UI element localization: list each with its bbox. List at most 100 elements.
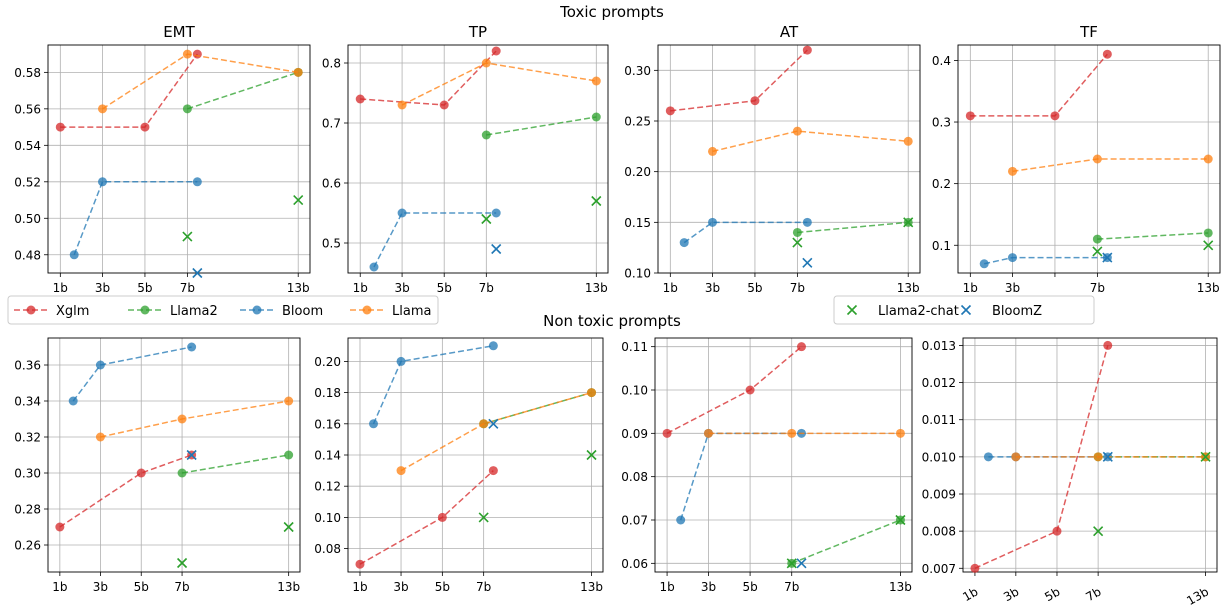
series-line-bloom xyxy=(372,345,494,425)
tick-label-y: 0.009 xyxy=(922,488,956,502)
tick-label-y: 0.10 xyxy=(314,511,341,525)
legend-label-llama2-chat: Llama2-chat xyxy=(878,304,959,319)
marker-llama2-chat xyxy=(478,512,489,523)
data-point-xglm xyxy=(662,428,672,438)
marker-llama2-chat xyxy=(591,195,602,207)
plot-frame xyxy=(654,337,913,573)
marker-llama2-chat xyxy=(895,514,906,526)
marker-bloomz xyxy=(192,267,203,279)
chart-panel-5: 1b 3b 5b 7b 13b 0.26 0.28 0.30 0.32 0.34 0.36 xyxy=(14,337,301,594)
tick-label-x: 13b xyxy=(287,281,310,295)
tick-label-x: 5b xyxy=(435,580,450,594)
data-point-bloom xyxy=(369,262,379,272)
tick-label-x: 3b xyxy=(701,580,716,594)
data-point-xglm xyxy=(750,96,760,106)
tick-label-x: 13b xyxy=(585,281,608,295)
plot-frame xyxy=(47,44,311,274)
data-point-xglm xyxy=(140,122,150,132)
series-line-llama xyxy=(712,130,909,153)
tick-label-x: 13b xyxy=(1197,281,1220,295)
tick-label-x: 7b xyxy=(790,281,805,295)
data-point-bloom xyxy=(676,515,686,525)
tick-label-y: 0.7 xyxy=(322,117,341,131)
legend-frame xyxy=(7,295,439,325)
bottom-row-title: Non toxic prompts xyxy=(543,312,681,330)
series-line-bloom xyxy=(373,212,497,268)
tick-label-x: 5b xyxy=(437,281,452,295)
data-point-xglm xyxy=(745,385,755,395)
data-point-bloom xyxy=(983,452,993,462)
tick-label-x: 5b xyxy=(747,281,762,295)
tick-label-y: 0.14 xyxy=(314,449,341,463)
legend-dot-bloom xyxy=(252,305,262,315)
chart-panel-8: 1b 3b 5b 7b 13b 0.007 0.008 0.009 0.010 0.011 0.01… xyxy=(922,337,1218,605)
data-point-xglm xyxy=(665,106,675,116)
data-point-llama2 xyxy=(1092,234,1102,244)
marker-llama2-chat xyxy=(176,557,188,569)
marker-bloomz xyxy=(1102,252,1113,263)
data-point-bloom xyxy=(97,177,107,187)
tick-label-y: 0.6 xyxy=(322,177,341,191)
data-point-xglm xyxy=(437,512,447,522)
tick-label-x: 3b xyxy=(393,580,408,594)
data-point-xglm xyxy=(1102,49,1112,59)
data-point-llama xyxy=(792,126,802,136)
series-line-xglm xyxy=(60,53,198,128)
tick-label-y: 0.20 xyxy=(624,165,651,179)
tick-label-y: 0.8 xyxy=(322,57,341,71)
tick-label-y: 0.25 xyxy=(624,115,651,129)
tick-label-y: 0.2 xyxy=(932,177,951,191)
marker-bloomz xyxy=(796,558,807,569)
marker-bloomz xyxy=(802,257,813,268)
data-point-xglm xyxy=(192,49,202,59)
data-point-llama2 xyxy=(792,227,802,237)
data-point-xglm xyxy=(796,342,806,352)
tick-label-y: 0.010 xyxy=(922,450,956,464)
legend-marker-series: Llama2-chat BloomZ xyxy=(833,295,1095,325)
series-line-llama xyxy=(100,400,289,438)
legend-label-xglm: Xglm xyxy=(56,304,89,319)
plot-frame xyxy=(347,337,604,573)
data-point-llama xyxy=(903,136,913,146)
data-point-llama xyxy=(1007,166,1017,176)
data-point-llama2 xyxy=(591,112,601,122)
series-line-llama2 xyxy=(791,519,901,565)
data-point-llama xyxy=(707,146,717,156)
tick-label-y: 0.12 xyxy=(314,480,341,494)
tick-label-y: 0.26 xyxy=(14,539,41,553)
tick-label-y: 0.007 xyxy=(922,562,956,576)
plot-frame xyxy=(657,44,921,274)
tick-label-y: 0.36 xyxy=(14,359,41,373)
tick-label-x: 3b xyxy=(705,281,720,295)
tick-label-y: 0.28 xyxy=(14,503,41,517)
data-point-llama xyxy=(787,428,797,438)
tick-label-y: 0.50 xyxy=(14,212,41,226)
series-line-llama2 xyxy=(486,116,597,136)
series-line-xglm xyxy=(360,50,497,106)
tick-label-x: 7b xyxy=(1083,584,1103,604)
data-point-llama xyxy=(895,428,905,438)
data-point-xglm xyxy=(439,100,449,110)
marker-llama2-chat xyxy=(586,449,597,461)
chart-panel-4: 1b 3b 7b 13b 0.1 0.2 0.3 0.4 TF xyxy=(932,23,1221,295)
series-line-xglm xyxy=(59,454,192,528)
data-point-bloom xyxy=(187,342,197,352)
data-point-bloom xyxy=(68,396,78,406)
data-point-llama xyxy=(1093,452,1103,462)
tick-label-y: 0.56 xyxy=(14,102,41,116)
series-line-bloom xyxy=(72,346,192,402)
series-line-llama xyxy=(1012,158,1209,173)
tick-label-x: 7b xyxy=(479,281,494,295)
tick-label-y: 0.5 xyxy=(322,237,341,251)
tick-label-x: 1b xyxy=(352,580,367,594)
data-point-bloom xyxy=(69,250,79,260)
plot-frame xyxy=(347,44,609,274)
tick-label-x: 5b xyxy=(134,580,149,594)
series-line-llama2 xyxy=(1097,232,1209,240)
data-point-bloom xyxy=(679,238,689,248)
legend-marker-bloomz xyxy=(960,304,972,316)
marker-llama2-chat xyxy=(1203,240,1214,251)
tick-label-x: 3b xyxy=(93,580,108,594)
marker-llama2-chat xyxy=(1093,526,1104,537)
